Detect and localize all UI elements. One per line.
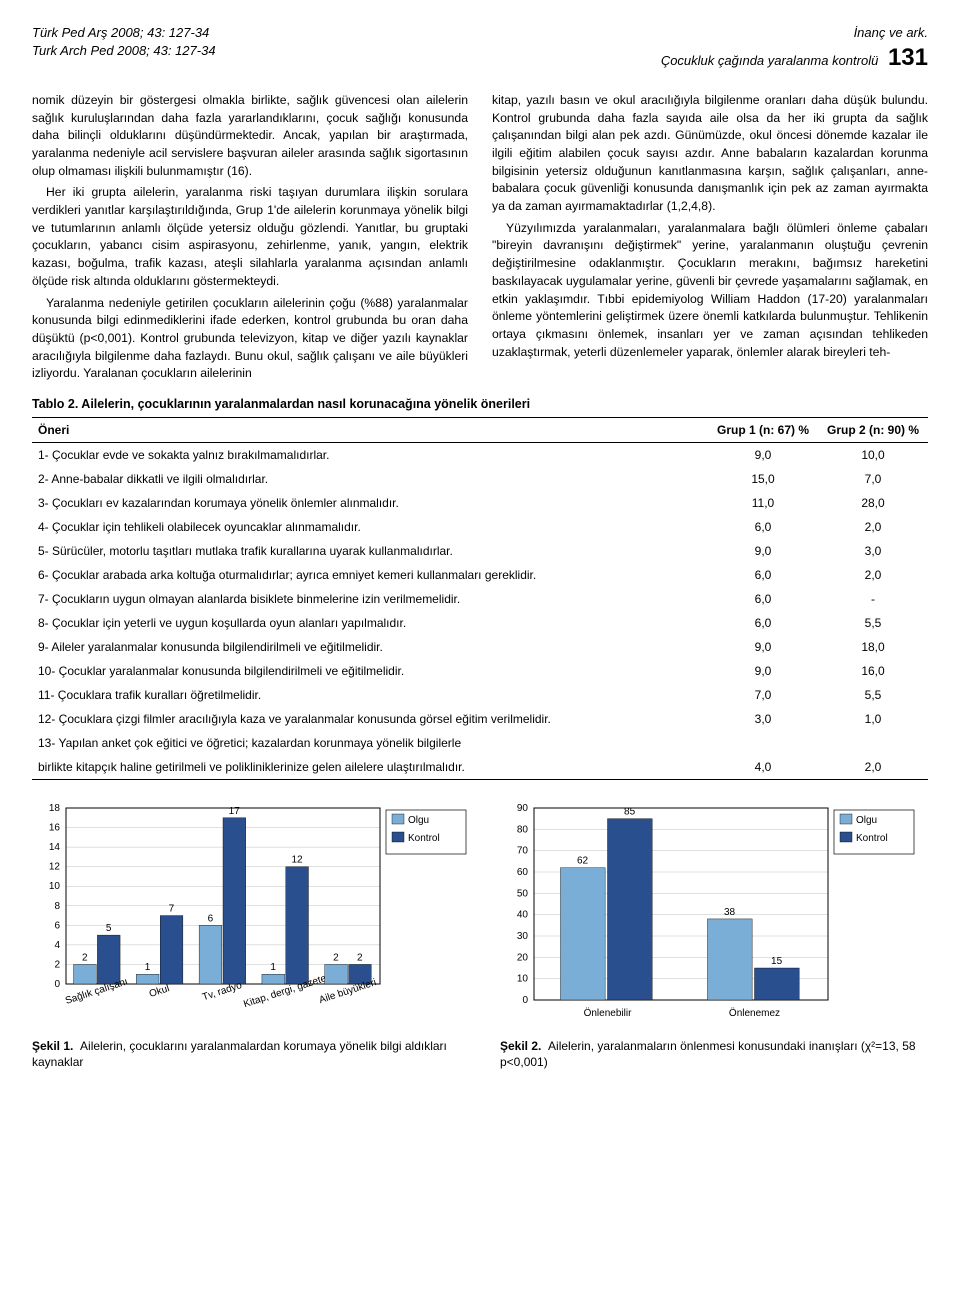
svg-text:1: 1	[145, 962, 151, 973]
body-p4: kitap, yazılı basın ve okul aracılığıyla…	[492, 92, 928, 216]
svg-text:Okul: Okul	[148, 983, 171, 1000]
svg-text:Kontrol: Kontrol	[856, 833, 888, 844]
svg-text:Olgu: Olgu	[856, 815, 877, 826]
table-row: 10- Çocuklar yaralanmalar konusunda bilg…	[32, 659, 928, 683]
svg-text:12: 12	[49, 862, 61, 873]
svg-text:6: 6	[208, 913, 214, 924]
svg-text:62: 62	[577, 856, 589, 867]
journal-ref-en: Turk Arch Ped 2008; 43: 127-34	[32, 42, 216, 60]
svg-text:14: 14	[49, 842, 61, 853]
body-p1: nomik düzeyin bir göstergesi olmakla bir…	[32, 92, 468, 180]
body-columns: nomik düzeyin bir göstergesi olmakla bir…	[32, 92, 928, 383]
table-row: 5- Sürücüler, motorlu taşıtları mutlaka …	[32, 539, 928, 563]
chart1-svg: 02468101214161825Sağlık çalışanı17Okul61…	[32, 798, 472, 1028]
svg-text:Kitap, dergi, gazete: Kitap, dergi, gazete	[242, 973, 328, 1010]
table-row: 9- Aileler yaralanmalar konusunda bilgil…	[32, 635, 928, 659]
table2-col3: Grup 2 (n: 90) %	[818, 417, 928, 442]
table2: Öneri Grup 1 (n: 67) % Grup 2 (n: 90) % …	[32, 417, 928, 780]
body-p3: Yaralanma nedeniyle getirilen çocukların…	[32, 295, 468, 383]
svg-text:10: 10	[49, 881, 61, 892]
header-right: İnanç ve ark. Çocukluk çağında yaralanma…	[661, 24, 928, 74]
svg-text:80: 80	[517, 824, 529, 835]
svg-text:Olgu: Olgu	[408, 815, 429, 826]
body-p5: Yüzyılımızda yaralanmaları, yaralanmalar…	[492, 220, 928, 362]
chart2-svg: 0 10 20 30 40 50 60 70 80 90 62 85 Önlenebilir 38 15 Ön…	[500, 798, 920, 1028]
table-row: 7- Çocukların uygun olmayan alanlarda bi…	[32, 587, 928, 611]
table-row: birlikte kitapçık haline getirilmeli ve …	[32, 755, 928, 780]
table-row: 4- Çocuklar için tehlikeli olabilecek oy…	[32, 515, 928, 539]
svg-text:30: 30	[517, 931, 529, 942]
svg-text:70: 70	[517, 846, 529, 857]
journal-ref-tr: Türk Ped Arş 2008; 43: 127-34	[32, 24, 216, 42]
svg-text:15: 15	[771, 956, 783, 967]
charts-row: 02468101214161825Sağlık çalışanı17Okul61…	[32, 798, 928, 1070]
table2-col2: Grup 1 (n: 67) %	[708, 417, 818, 442]
svg-text:60: 60	[517, 867, 529, 878]
svg-text:2: 2	[82, 952, 88, 963]
svg-text:16: 16	[49, 822, 61, 833]
table-row: 11- Çocuklara trafik kuralları öğretilme…	[32, 683, 928, 707]
table-row: 8- Çocuklar için yeterli ve uygun koşull…	[32, 611, 928, 635]
running-header: Türk Ped Arş 2008; 43: 127-34 Turk Arch …	[32, 24, 928, 74]
svg-text:0: 0	[522, 995, 528, 1006]
page-number: 131	[888, 44, 928, 71]
svg-text:85: 85	[624, 807, 636, 818]
table-row: 3- Çocukları ev kazalarından korumaya yö…	[32, 491, 928, 515]
svg-text:1: 1	[270, 962, 276, 973]
table2-title: Tablo 2. Ailelerin, çocuklarının yaralan…	[32, 397, 928, 411]
svg-text:10: 10	[517, 974, 529, 985]
svg-text:90: 90	[517, 803, 529, 814]
chart2-caption: Şekil 2. Ailelerin, yaralanmaların önlen…	[500, 1039, 928, 1070]
svg-text:8: 8	[54, 901, 60, 912]
svg-text:5: 5	[106, 923, 112, 934]
svg-text:Önlenebilir: Önlenebilir	[584, 1007, 632, 1019]
chart1-caption: Şekil 1. Ailelerin, çocuklarını yaralanm…	[32, 1039, 472, 1070]
svg-text:17: 17	[229, 806, 241, 817]
table-row: 6- Çocuklar arabada arka koltuğa oturmal…	[32, 563, 928, 587]
svg-text:50: 50	[517, 888, 529, 899]
svg-text:2: 2	[54, 959, 60, 970]
table-row: 1- Çocuklar evde ve sokakta yalnız bırak…	[32, 442, 928, 467]
table-row: 2- Anne-babalar dikkatli ve ilgili olmal…	[32, 467, 928, 491]
header-left: Türk Ped Arş 2008; 43: 127-34 Turk Arch …	[32, 24, 216, 59]
svg-text:2: 2	[333, 952, 339, 963]
svg-text:20: 20	[517, 952, 529, 963]
svg-text:6: 6	[54, 920, 60, 931]
svg-text:40: 40	[517, 910, 529, 921]
body-p2: Her iki grupta ailelerin, yaralanma risk…	[32, 184, 468, 290]
svg-text:0: 0	[54, 979, 60, 990]
svg-text:Önlenemez: Önlenemez	[729, 1007, 780, 1019]
table-row: 12- Çocuklara çizgi filmler aracılığıyla…	[32, 707, 928, 731]
svg-text:18: 18	[49, 803, 61, 814]
svg-text:Kontrol: Kontrol	[408, 833, 440, 844]
page-root: Türk Ped Arş 2008; 43: 127-34 Turk Arch …	[0, 0, 960, 1094]
article-short-title: Çocukluk çağında yaralanma kontrolü 131	[661, 42, 928, 74]
table-row: 13- Yapılan anket çok eğitici ve öğretic…	[32, 731, 928, 755]
svg-text:2: 2	[357, 952, 363, 963]
table2-col1: Öneri	[32, 417, 708, 442]
svg-text:4: 4	[54, 940, 60, 951]
svg-text:12: 12	[291, 855, 303, 866]
authors-short: İnanç ve ark.	[661, 24, 928, 42]
chart2-block: 0 10 20 30 40 50 60 70 80 90 62 85 Önlenebilir 38 15 Ön…	[500, 798, 928, 1070]
chart1-block: 02468101214161825Sağlık çalışanı17Okul61…	[32, 798, 472, 1070]
svg-text:7: 7	[169, 903, 175, 914]
svg-text:38: 38	[724, 907, 736, 918]
